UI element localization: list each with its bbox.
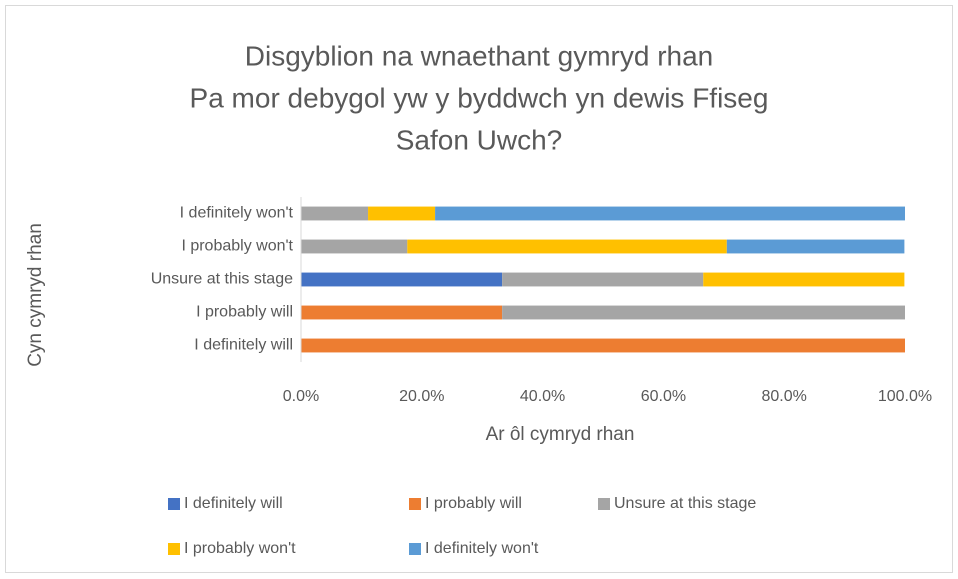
legend-swatch <box>409 543 421 555</box>
y-tick-label: I probably won't <box>181 238 293 255</box>
y-tick-label: I definitely will <box>194 337 293 354</box>
chart-title: Safon Uwch? <box>396 124 563 155</box>
legend-label: I probably won't <box>184 540 296 557</box>
x-tick-label: 0.0% <box>283 388 319 405</box>
bar-segment <box>703 272 905 287</box>
legend-swatch <box>168 498 180 510</box>
bar-segment <box>301 272 503 287</box>
bar-segment <box>502 305 905 320</box>
legend-label: I definitely won't <box>425 540 539 557</box>
bar-segment <box>435 206 905 221</box>
x-tick-label: 80.0% <box>762 388 807 405</box>
legend-label: I definitely will <box>184 495 283 512</box>
bar-segment <box>301 338 905 353</box>
chart-title: Pa mor debygol yw y byddwch yn dewis Ffi… <box>190 82 769 113</box>
x-axis-label: Ar ôl cymryd rhan <box>486 424 635 445</box>
x-tick-label: 40.0% <box>520 388 565 405</box>
y-tick-label: Unsure at this stage <box>151 271 293 288</box>
chart-title: Disgyblion na wnaethant gymryd rhan <box>245 40 713 71</box>
legend-swatch <box>598 498 610 510</box>
y-axis-label: Cyn cymryd rhan <box>25 223 46 367</box>
bar-segment <box>726 239 905 254</box>
legend-swatch <box>168 543 180 555</box>
chart-border <box>5 5 953 573</box>
x-tick-label: 20.0% <box>399 388 444 405</box>
bar-segment <box>368 206 436 221</box>
bar-segment <box>301 239 408 254</box>
y-tick-label: I definitely won't <box>180 205 294 222</box>
bar-segment <box>502 272 704 287</box>
legend-swatch <box>409 498 421 510</box>
bar-segment <box>301 206 369 221</box>
legend-label: I probably will <box>425 495 522 512</box>
bar-segment <box>301 305 503 320</box>
x-tick-label: 100.0% <box>878 388 932 405</box>
legend-label: Unsure at this stage <box>614 495 756 512</box>
x-tick-label: 60.0% <box>641 388 686 405</box>
bar-segment <box>407 239 727 254</box>
y-tick-label: I probably will <box>196 304 293 321</box>
